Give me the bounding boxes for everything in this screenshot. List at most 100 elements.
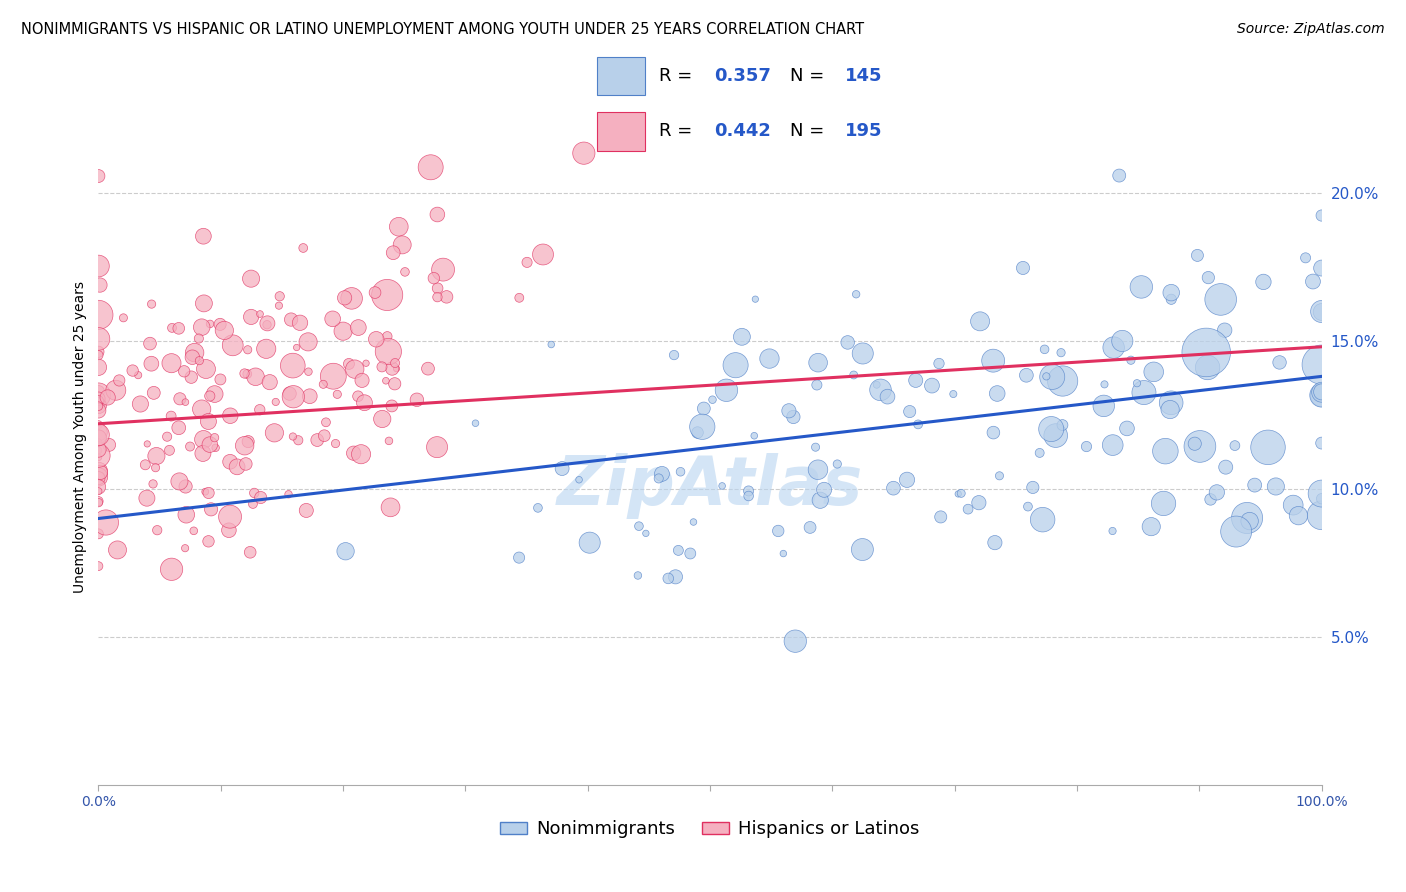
- Point: [159, 443, 181, 458]
- Point: [648, 471, 671, 485]
- Point: [142, 477, 165, 491]
- Point: [378, 434, 401, 448]
- Point: [382, 245, 405, 260]
- Point: [711, 479, 734, 493]
- Point: [1310, 305, 1333, 319]
- Point: [1140, 519, 1163, 533]
- Text: 145: 145: [845, 67, 883, 85]
- Point: [87, 465, 110, 479]
- Point: [744, 292, 766, 306]
- Point: [1015, 368, 1038, 383]
- Point: [209, 372, 232, 386]
- Text: NONIMMIGRANTS VS HISPANIC OR LATINO UNEMPLOYMENT AMONG YOUTH UNDER 25 YEARS CORR: NONIMMIGRANTS VS HISPANIC OR LATINO UNEM…: [21, 22, 865, 37]
- Point: [233, 439, 256, 453]
- Point: [1199, 492, 1222, 507]
- Point: [988, 468, 1011, 483]
- Point: [141, 297, 163, 311]
- Point: [984, 535, 1007, 549]
- Point: [174, 395, 197, 409]
- Point: [222, 338, 245, 352]
- Point: [337, 357, 360, 371]
- Point: [929, 510, 952, 524]
- Text: ZipAtlas: ZipAtlas: [557, 453, 863, 519]
- Point: [1102, 341, 1125, 355]
- Point: [851, 542, 873, 557]
- Point: [288, 316, 311, 330]
- Point: [343, 362, 366, 376]
- Point: [353, 395, 375, 409]
- Point: [238, 434, 260, 449]
- Point: [87, 526, 110, 541]
- Point: [1052, 418, 1074, 433]
- Point: [343, 446, 366, 460]
- Point: [350, 373, 373, 387]
- Point: [921, 378, 943, 392]
- Point: [374, 374, 396, 388]
- Point: [87, 484, 110, 499]
- Point: [364, 285, 387, 300]
- Point: [876, 390, 898, 404]
- Point: [1268, 355, 1291, 369]
- Point: [1310, 486, 1333, 500]
- Point: [1310, 304, 1333, 318]
- Point: [87, 344, 110, 359]
- Point: [531, 247, 554, 261]
- Point: [322, 311, 344, 326]
- Point: [1160, 292, 1182, 306]
- Point: [233, 367, 256, 381]
- Point: [259, 375, 281, 389]
- Point: [377, 344, 399, 359]
- Point: [277, 487, 299, 501]
- Point: [87, 435, 110, 450]
- Point: [1160, 396, 1182, 410]
- Point: [254, 342, 277, 356]
- Point: [218, 523, 240, 537]
- Point: [679, 546, 702, 560]
- Point: [219, 409, 242, 423]
- Point: [204, 441, 226, 455]
- Point: [240, 271, 263, 285]
- Point: [1215, 460, 1237, 475]
- Point: [200, 502, 222, 516]
- Point: [314, 428, 336, 442]
- Point: [1154, 444, 1177, 458]
- Point: [87, 470, 110, 484]
- Point: [804, 440, 827, 454]
- Point: [426, 281, 449, 295]
- Point: [145, 460, 167, 475]
- Point: [145, 449, 167, 463]
- Point: [1310, 261, 1333, 276]
- Point: [1012, 260, 1035, 275]
- Point: [249, 402, 271, 417]
- Point: [121, 363, 143, 377]
- Point: [1288, 508, 1310, 523]
- Point: [204, 431, 226, 445]
- Point: [1310, 385, 1333, 400]
- Point: [419, 161, 441, 175]
- Point: [986, 386, 1008, 401]
- Point: [627, 568, 650, 582]
- Point: [508, 291, 530, 305]
- Point: [264, 395, 287, 409]
- Point: [180, 370, 202, 384]
- Point: [1195, 345, 1218, 359]
- Point: [347, 389, 370, 403]
- Point: [1310, 388, 1333, 402]
- Point: [269, 289, 291, 303]
- Point: [1302, 275, 1324, 289]
- Point: [87, 360, 110, 375]
- Point: [1022, 480, 1045, 494]
- Point: [312, 377, 335, 392]
- Point: [1040, 370, 1063, 384]
- Point: [657, 571, 679, 585]
- Point: [1282, 498, 1305, 512]
- Point: [981, 353, 1004, 368]
- Point: [87, 400, 110, 414]
- Point: [1130, 280, 1153, 294]
- Point: [87, 348, 110, 362]
- Point: [108, 374, 131, 388]
- Point: [837, 335, 859, 350]
- Point: [278, 386, 301, 401]
- Point: [983, 425, 1005, 440]
- Point: [682, 515, 704, 529]
